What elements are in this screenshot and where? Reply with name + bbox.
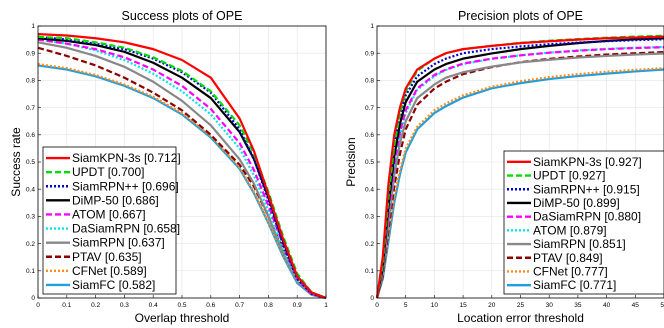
y-tick-label: 0: [31, 295, 35, 302]
x-tick-label: 50: [660, 302, 664, 309]
legend-entry: CFNet [0.589]: [72, 264, 147, 278]
x-axis-label: Location error threshold: [457, 311, 584, 325]
legend-entry: SiamRPN [0.637]: [72, 236, 165, 250]
x-tick-label: 0.1: [62, 302, 71, 309]
y-tick-label: 0.1: [365, 268, 374, 275]
legend-entry: SiamFC [0.582]: [72, 278, 155, 292]
x-tick-label: 0.7: [235, 302, 244, 309]
y-tick-label: 1: [370, 23, 374, 30]
precision-plot-panel: 0 5 10 15 20 25 30 35 40 45 50 0 0.1 0.2 0.3 0.4 0.5 0.6 0…: [344, 9, 664, 325]
legend-entry: SiamRPN [0.851]: [533, 237, 626, 251]
legend-entry: ATOM [0.879]: [533, 223, 607, 237]
y-tick-label: 0.7: [365, 105, 374, 112]
series-line: [37, 35, 327, 300]
y-axis-label: Success rate: [9, 127, 23, 197]
x-tick-label: 0.8: [264, 302, 273, 309]
chart-title: Precision plots of OPE: [458, 9, 583, 23]
x-tick-label: 0.2: [91, 302, 100, 309]
x-tick-label: 0.4: [149, 302, 158, 309]
y-tick-label: 0.1: [26, 268, 35, 275]
x-tick-label: 0.6: [206, 302, 215, 309]
x-tick-label: 0.3: [120, 302, 129, 309]
legend-entry: SiamRPN++ [0.696]: [72, 179, 179, 193]
y-tick-label: 0.6: [26, 132, 35, 139]
x-tick-label: 35: [574, 302, 582, 309]
success-plot-panel: 0 0.1 0.2 0.3 0.4 0.5 0.6 0.7 0.8 0.9 1 0 0.1 0.2 0.3 0…: [9, 9, 328, 325]
x-tick-label: 30: [546, 302, 554, 309]
y-tick-label: 1: [31, 23, 35, 30]
y-tick-label: 0: [370, 295, 374, 302]
y-tick-label: 0.8: [26, 78, 35, 85]
series-line: [37, 46, 327, 300]
x-tick-label: 0: [375, 302, 379, 309]
series-line: [375, 35, 664, 299]
x-tick-label: 0: [36, 302, 40, 309]
series-line: [37, 41, 327, 300]
y-tick-label: 0.2: [365, 241, 374, 248]
series-line: [375, 51, 664, 299]
y-tick-label: 0.6: [365, 132, 374, 139]
legend-entry: SiamRPN++ [0.915]: [533, 182, 640, 196]
y-tick-label: 0.8: [365, 78, 374, 85]
legend-entry: DaSiamRPN [0.658]: [72, 222, 180, 236]
y-tick-label: 0.2: [26, 241, 35, 248]
y-tick-label: 0.3: [365, 214, 374, 221]
y-tick-label: 0.4: [26, 186, 35, 193]
series-line: [37, 33, 327, 300]
y-axis-label: Precision: [344, 137, 358, 186]
legend-entry: SiamFC [0.771]: [533, 278, 616, 292]
axes-frame: [376, 25, 664, 299]
x-tick-label: 0.5: [177, 302, 186, 309]
legend-entry: DiMP-50 [0.899]: [533, 196, 620, 210]
legend-entry: SiamKPN-3s [0.927]: [533, 155, 642, 169]
x-tick-label: 0.9: [293, 302, 302, 309]
legend-entry: CFNet [0.777]: [533, 264, 608, 278]
chart-title: Success plots of OPE: [122, 9, 243, 23]
x-tick-label: 1: [324, 302, 328, 309]
x-tick-label: 5: [404, 302, 408, 309]
x-tick-label: 25: [517, 302, 525, 309]
legend-entry: DaSiamRPN [0.880]: [533, 210, 641, 224]
y-tick-label: 0.7: [26, 105, 35, 112]
series-line: [375, 67, 664, 299]
y-tick-label: 0.5: [365, 159, 374, 166]
legend-entry: UPDT [0.927]: [533, 169, 605, 183]
y-tick-label: 0.4: [365, 186, 374, 193]
x-tick-label: 10: [431, 302, 439, 309]
x-tick-label: 15: [459, 302, 467, 309]
x-tick-label: 40: [603, 302, 611, 309]
axes-frame: [37, 25, 327, 299]
legend-entry: DiMP-50 [0.686]: [72, 193, 159, 207]
x-axis-label: Overlap threshold: [135, 311, 230, 325]
y-tick-label: 0.9: [365, 50, 374, 57]
legend-entry: SiamKPN-3s [0.712]: [72, 151, 181, 165]
legend-entry: PTAV [0.635]: [72, 250, 142, 264]
x-tick-label: 20: [488, 302, 496, 309]
series-line: [375, 45, 664, 299]
legend-entry: PTAV [0.849]: [533, 251, 603, 265]
y-tick-label: 0.9: [26, 50, 35, 57]
legend-entry: ATOM [0.667]: [72, 207, 146, 221]
x-tick-label: 45: [632, 302, 640, 309]
y-tick-label: 0.3: [26, 214, 35, 221]
series-line: [37, 38, 327, 300]
series-line: [37, 38, 327, 300]
legend-entry: UPDT [0.700]: [72, 165, 144, 179]
y-tick-label: 0.5: [26, 159, 35, 166]
